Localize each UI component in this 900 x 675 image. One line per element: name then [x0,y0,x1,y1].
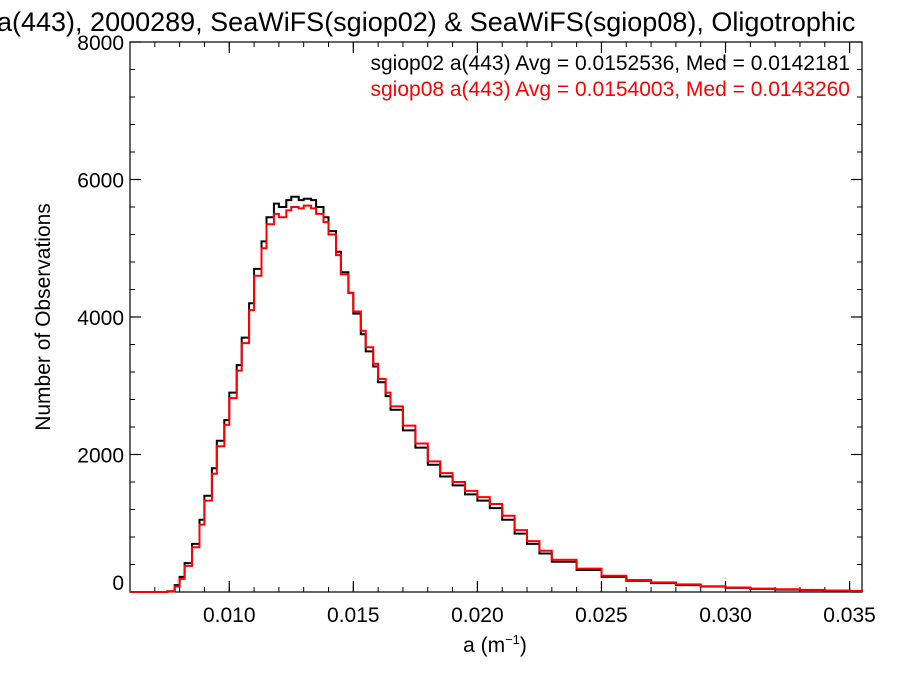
x-tick-label: 0.015 [327,604,380,627]
x-tick-label: 0.035 [823,604,876,627]
chart-title: a(443), 2000289, SeaWiFS(sgiop02) & SeaW… [0,7,855,37]
y-tick-label: 0 [112,572,124,595]
y-axis-label: Number of Observations [32,203,55,431]
y-tick-label: 6000 [77,170,124,193]
histogram-series-sgiop02 [130,195,863,593]
x-axis-label-main: a (m [463,634,505,657]
stats-annotation-sgiop08: sgiop08 a(443) Avg = 0.0154003, Med = 0.… [370,78,850,101]
x-tick-label: 0.010 [203,604,256,627]
stats-annotation-sgiop02: sgiop02 a(443) Avg = 0.0152536, Med = 0.… [370,52,850,75]
x-axis-label-close: ) [520,634,527,657]
y-tick-label: 8000 [77,32,124,55]
histogram-series-sgiop08 [130,204,863,593]
y-tick-label: 2000 [77,445,124,468]
plot-area: 0.010 0.015 0.020 0.025 0.030 0.035 0 2000 4000 6… [77,32,876,627]
x-axis-label-exponent: −1 [505,632,520,647]
x-tick-label: 0.030 [699,604,752,627]
y-tick-label: 4000 [77,307,124,330]
x-axis-label: a (m−1) [463,632,527,657]
x-tick-label: 0.020 [451,604,504,627]
x-tick-label: 0.025 [575,604,628,627]
